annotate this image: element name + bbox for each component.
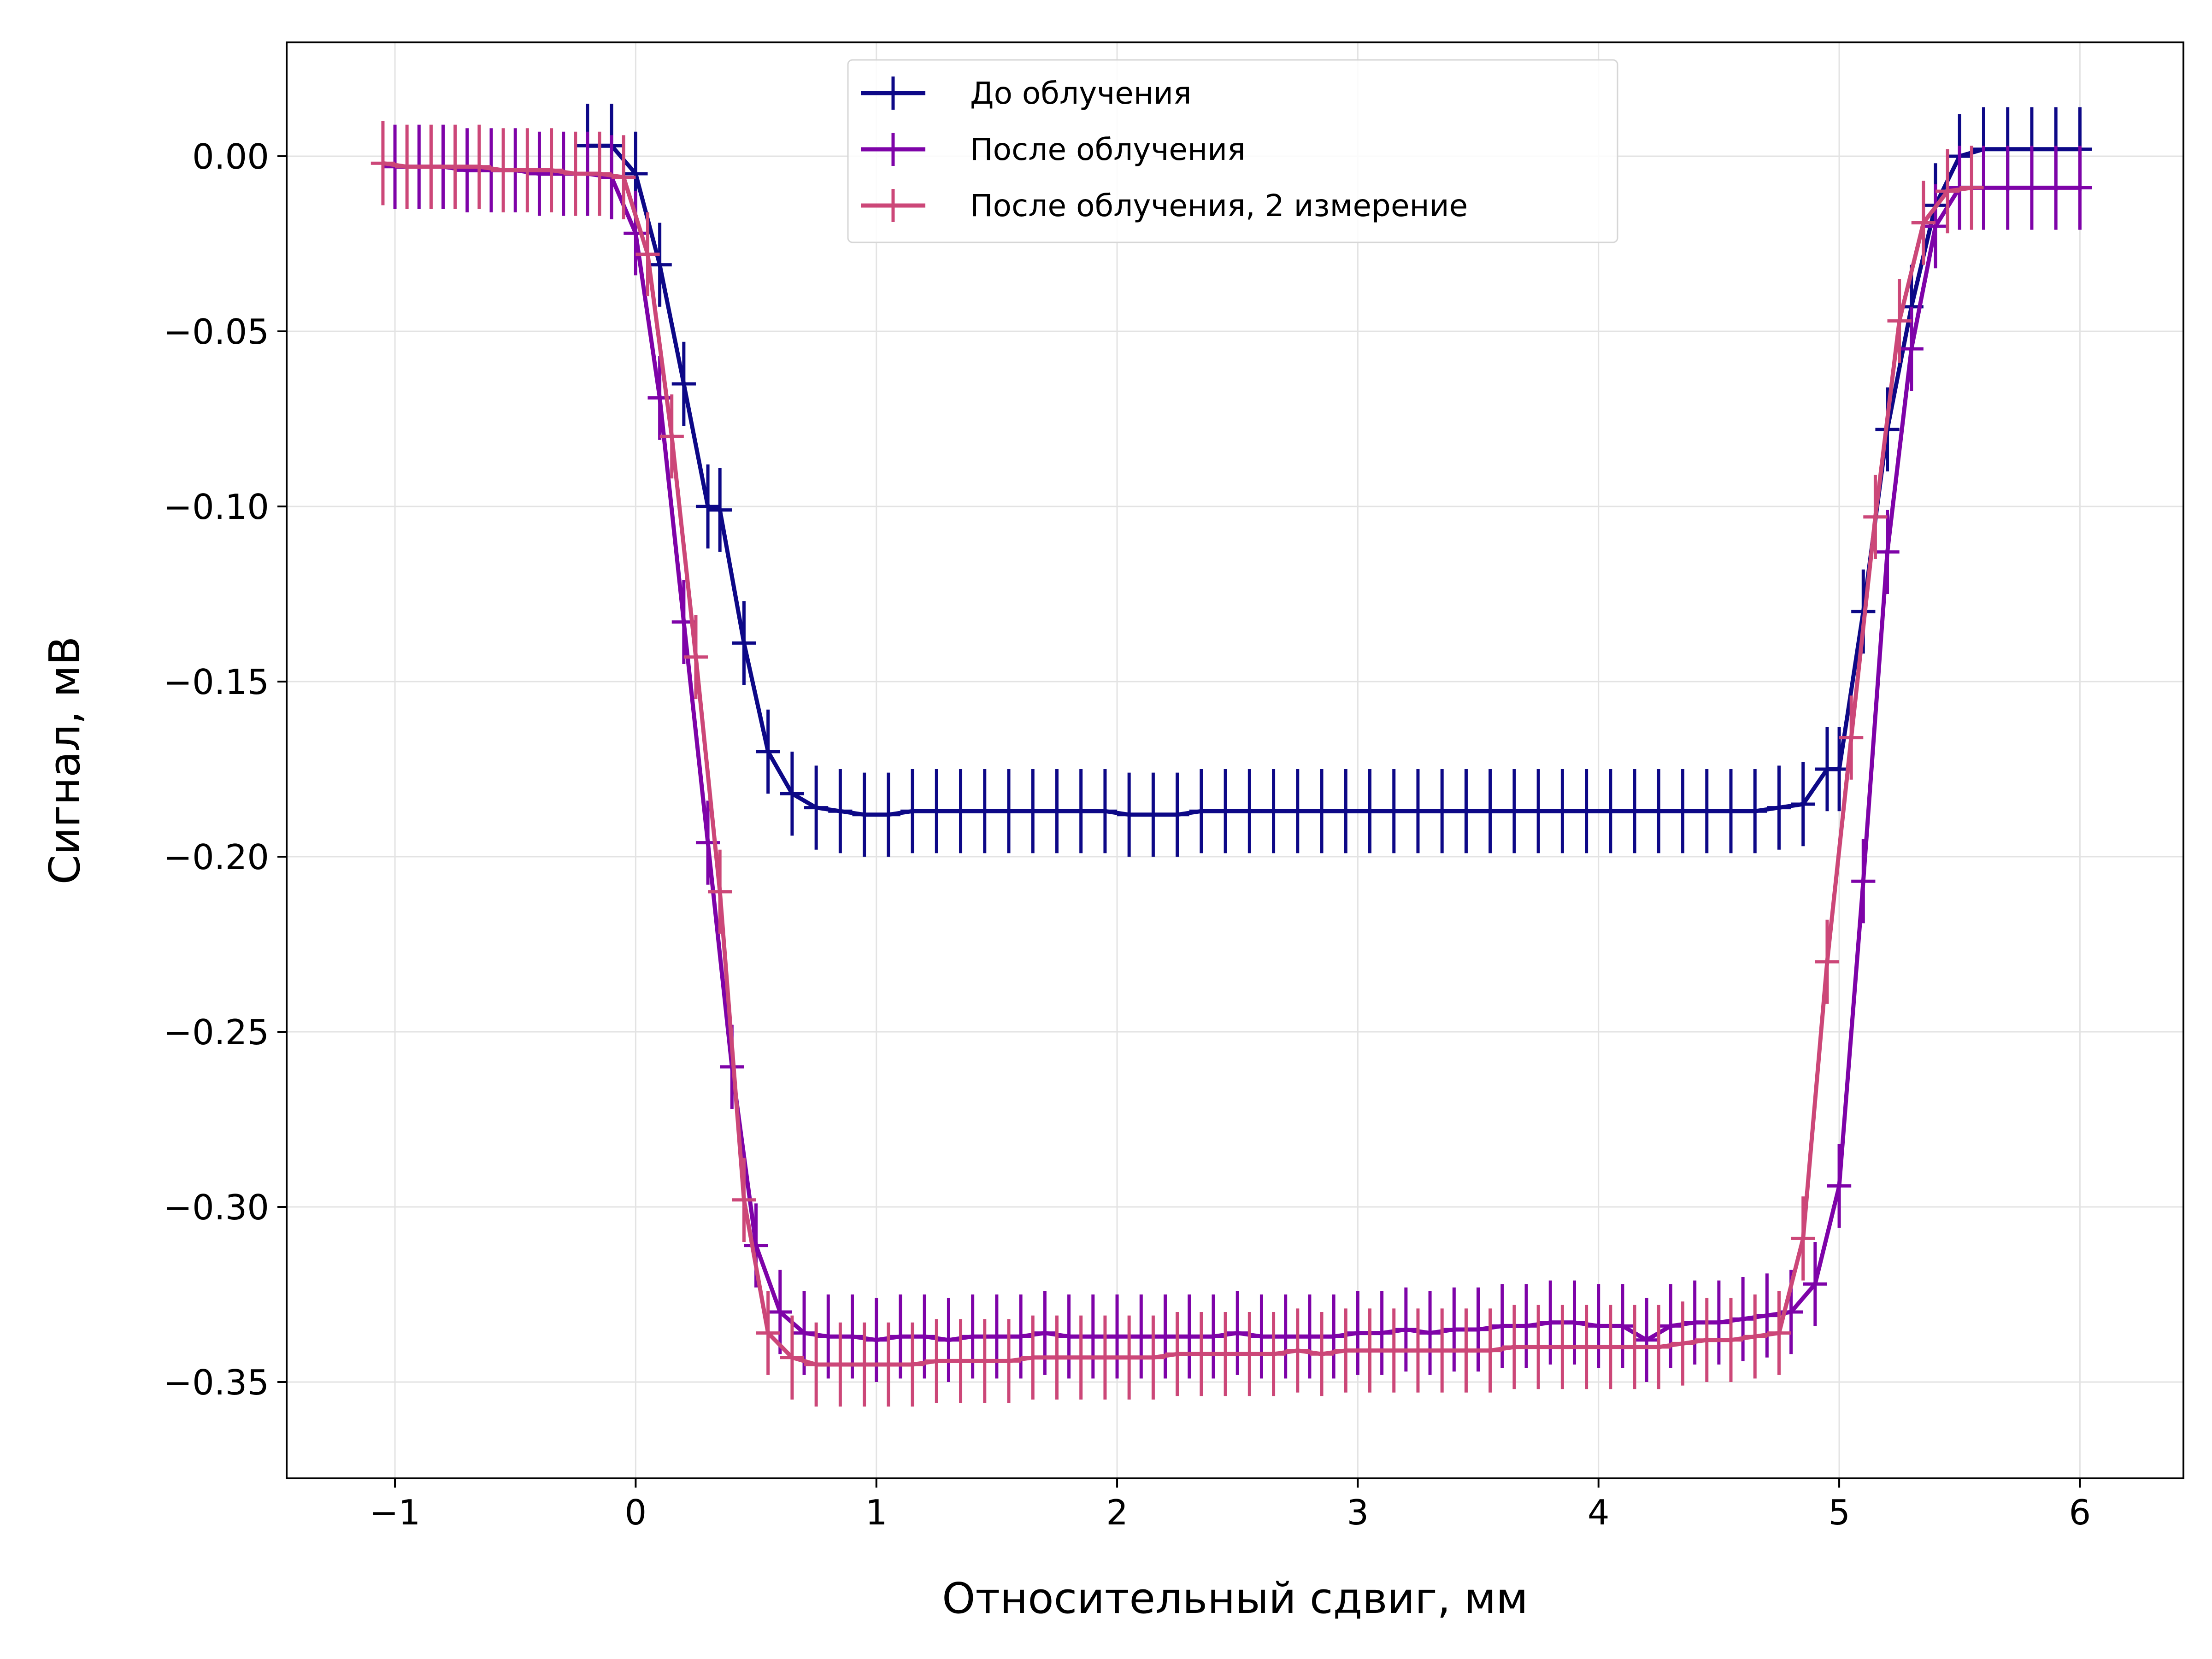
legend-box <box>847 59 1618 243</box>
legend: До облучения После облучения После облучен… <box>847 59 1618 243</box>
legend-label: До облучения <box>970 76 1192 111</box>
y-tick-label: −0.20 <box>163 837 269 877</box>
grid <box>287 42 2183 1478</box>
legend-entry: После облучения <box>861 132 1246 167</box>
series-3 <box>371 121 1984 1407</box>
y-tick-label: −0.15 <box>163 662 269 702</box>
y-tick-label: −0.10 <box>163 487 269 527</box>
legend-label: После облучения <box>970 132 1246 167</box>
legend-label: После облучения, 2 измерение <box>970 188 1468 224</box>
y-tick-label: −0.30 <box>163 1187 269 1228</box>
y-tick-label: −0.05 <box>163 312 269 352</box>
y-axis-label: Сигнал, мВ <box>40 636 89 885</box>
legend-entry: До облучения <box>861 76 1192 111</box>
plot-area <box>371 104 2092 1407</box>
x-tick-label: −1 <box>370 1492 421 1533</box>
x-axis-label: Относительный сдвиг, мм <box>942 1574 1528 1623</box>
x-tick-label: 5 <box>1828 1492 1850 1533</box>
x-tick-label: 3 <box>1347 1492 1369 1533</box>
x-axis: −1 0 1 2 3 4 5 6 <box>370 1478 2091 1533</box>
y-axis: 0.00 −0.05 −0.10 −0.15 −0.20 −0.25 −0.30 −0.35 <box>163 136 287 1403</box>
x-tick-label: 4 <box>1588 1492 1610 1533</box>
y-tick-label: −0.35 <box>163 1362 269 1403</box>
y-tick-label: −0.25 <box>163 1012 269 1053</box>
y-tick-label: 0.00 <box>192 136 269 177</box>
x-tick-label: 0 <box>625 1492 647 1533</box>
x-tick-label: 6 <box>2069 1492 2091 1533</box>
axes-frame <box>286 41 2184 1479</box>
legend-entry: После облучения, 2 измерение <box>861 188 1468 224</box>
x-tick-label: 2 <box>1106 1492 1128 1533</box>
x-tick-label: 1 <box>865 1492 888 1533</box>
